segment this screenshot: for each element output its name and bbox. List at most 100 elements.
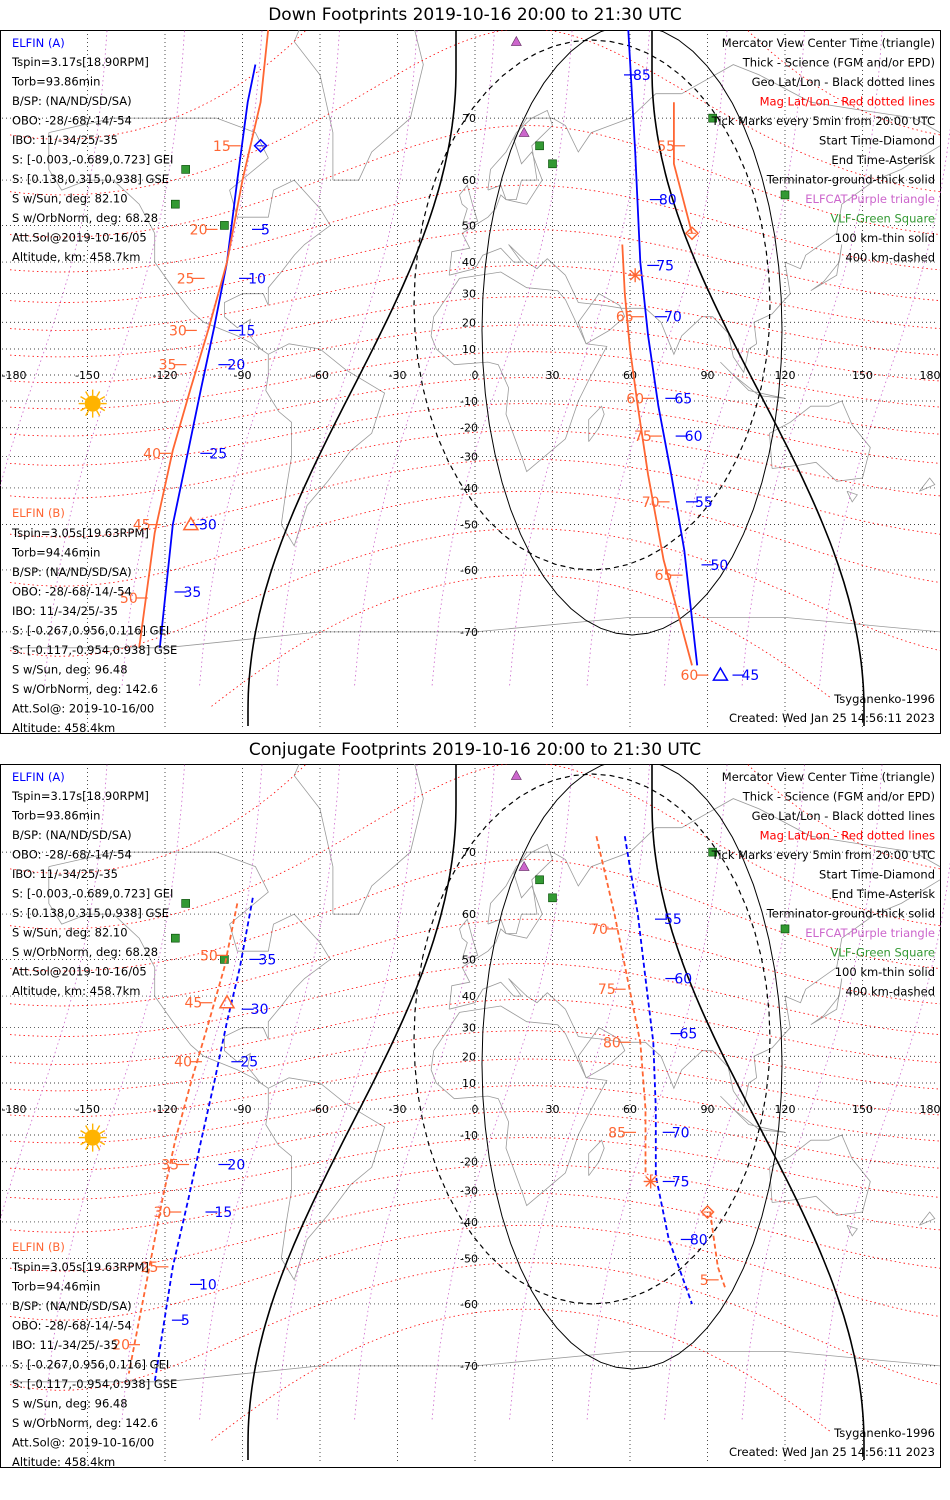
mag-longitude-line [819, 861, 950, 1420]
mag-longitude-line [199, 764, 340, 1420]
mag-latitude-line [9, 351, 941, 410]
coastline [846, 1224, 858, 1237]
vlf-square-icon [220, 955, 229, 964]
legend-line: Start Time-Diamond [819, 868, 935, 882]
lon-tick-label: 180 [920, 1103, 941, 1116]
elfin-b-info-line: Altitude: 458.4km [12, 1455, 115, 1469]
lat-tick-label: -30 [460, 1184, 478, 1197]
lon-tick-label: 180 [920, 369, 941, 382]
elfin-b-tick-label: 40 [174, 1055, 192, 1071]
start-diamond-icon [700, 1204, 715, 1220]
elfin-b-info-line: Torb=94.46min [11, 546, 100, 560]
elfin-a-tick-label: 25 [209, 446, 227, 462]
legend-line: ELFCAT-Purple triangle [805, 192, 935, 206]
elfin-a-tick-label: 15 [238, 323, 256, 339]
coastline [487, 109, 553, 200]
elfin-a-tick-label: 5 [261, 222, 270, 238]
elfin-b-info-line: OBO: -28/-68/-14/-54 [12, 1319, 132, 1333]
model-label: Tsyganenko-1996 [833, 692, 935, 706]
mag-latitude-line [9, 458, 941, 538]
elfin-a-info-line: Att.Sol@2019-10-16/05 [12, 965, 147, 979]
coastline [293, 764, 424, 915]
mag-longitude-line [819, 127, 950, 686]
elfin-a-tick-label: 30 [251, 1002, 269, 1018]
coastline [430, 271, 608, 473]
lat-tick-label: 60 [462, 908, 476, 921]
mag-longitude-line [0, 764, 108, 1223]
lon-tick-label: 120 [775, 1103, 796, 1116]
legend-line: VLF-Green Square [831, 212, 935, 226]
coastline [588, 1139, 605, 1176]
lon-tick-label: -60 [311, 1103, 329, 1116]
elfin-a-info-line: Altitude, km: 458.7km [12, 250, 140, 264]
terminator-line [247, 30, 457, 726]
lon-tick-label: 90 [701, 369, 715, 382]
lat-tick-label: 50 [462, 219, 476, 232]
elfin-a-info-line: OBO: -28/-68/-14/-54 [12, 848, 132, 862]
legend-line: Start Time-Diamond [819, 134, 935, 148]
lat-tick-label: 70 [462, 846, 476, 859]
legend-line: 400 km-dashed [845, 985, 935, 999]
elfin-a-tick-label: 60 [674, 972, 692, 988]
elfin-b-info-line: B/SP: (NA/ND/SD/SA) [12, 565, 132, 579]
mag-latitude-line [9, 490, 941, 587]
sun-ray [80, 1129, 87, 1135]
elfin-b-track [138, 30, 270, 648]
mag-longitude-line [44, 30, 185, 686]
elfin-a-tick-label: 75 [672, 1174, 690, 1190]
lat-tick-label: 20 [462, 1050, 476, 1063]
elfin-a-tick-label: 50 [711, 558, 729, 574]
elfin-a-track [158, 64, 257, 648]
sun-ray [96, 1144, 101, 1151]
lon-tick-label: -120 [153, 369, 178, 382]
end-asterisk-icon [645, 1176, 657, 1187]
mag-longitude-line [121, 764, 263, 1420]
mag-longitude-line [431, 30, 573, 686]
elfin-a-info-line: IBO: 11/-34/25/-35 [12, 133, 118, 147]
elfin-a-info-line: S w/Sun, deg: 82.10 [12, 926, 128, 940]
elfin-b-name: ELFIN (B) [12, 506, 65, 520]
elfin-a-tick-label: 55 [695, 495, 713, 511]
legend-line: Tick Marks every 5min from 20:00 UTC [711, 114, 935, 128]
mag-latitude-line [9, 1058, 941, 1118]
coastline [265, 343, 386, 547]
mag-latitude-line [9, 377, 941, 437]
elfcat-triangle-icon [518, 126, 530, 137]
lon-tick-label: 30 [546, 1103, 560, 1116]
coastline [588, 405, 605, 442]
mag-longitude-line [586, 764, 728, 1420]
elfin-a-info-line: S: [-0.003,-0.689,0.723] GEI [12, 153, 173, 167]
elfcat-triangle-icon [518, 860, 530, 871]
vlf-square-icon [535, 875, 544, 885]
dashed-400km [413, 773, 771, 1305]
elfin-b-track [127, 903, 239, 1374]
mag-longitude-line [354, 764, 495, 1420]
legend-line: Geo Lat/Lon - Black dotted lines [752, 75, 935, 89]
legend-line: End Time-Asterisk [831, 153, 935, 167]
sun-ray [99, 1140, 106, 1146]
elfin-b-info-line: Torb=94.46min [11, 1280, 100, 1294]
legend-line: Thick - Science (FGM and/or EPD) [742, 56, 935, 70]
elfin-b-tick-label: 25 [141, 1260, 159, 1276]
legend-line: 100 km-thin solid [835, 231, 935, 245]
elfin-b-tick-label: 60 [681, 668, 699, 684]
elfin-a-tick-label: 80 [690, 1232, 708, 1248]
elfin-b-tick-label: 5 [700, 1273, 709, 1289]
conjugate-footprints-map: -180 -150 -120 -90 -60 -30 0 30 60 90 120 150 180 70 6… [0, 764, 950, 1469]
elfin-b-tick-label: 75 [634, 429, 652, 445]
vlf-square-icon [535, 141, 544, 151]
elfin-b-info-line: Tspin=3.05s[19.63RPM] [11, 526, 149, 540]
elfin-a-tick-label: 70 [664, 310, 682, 326]
legend-line: Mercator View Center Time (triangle) [722, 36, 935, 50]
elfin-b-tick-label: 35 [159, 358, 177, 374]
elfin-b-info-line: Tspin=3.05s[19.63RPM] [11, 1260, 149, 1274]
elfin-b-track [709, 1211, 727, 1290]
mag-latitude-line [9, 1085, 941, 1144]
coastline [846, 490, 858, 503]
thin-solid-100km [481, 30, 783, 636]
panel-title-conjugate: Conjugate Footprints 2019-10-16 20:00 to… [248, 740, 702, 760]
vlf-square-icon [171, 199, 180, 209]
mag-latitude-line [9, 764, 941, 930]
lat-tick-label: -20 [460, 422, 478, 435]
elfin-a-tick-label: 60 [685, 429, 703, 445]
